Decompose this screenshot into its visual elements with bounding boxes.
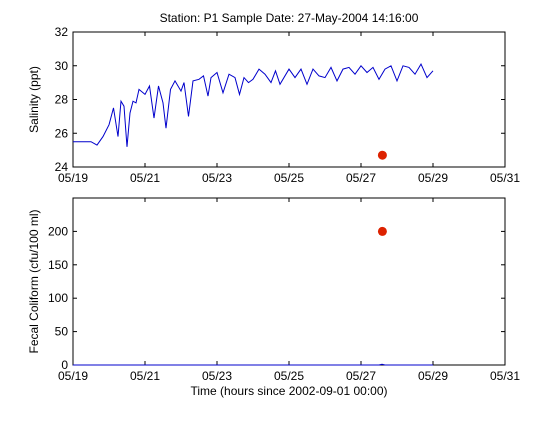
time-x-axis-label: Time (hours since 2002-09-01 00:00) (191, 384, 388, 398)
salinity-sample-points (377, 150, 387, 160)
salinity-x-tick-label: 05/27 (346, 171, 376, 185)
fecal-coliform-x-ticks: 05/19 05/21 05/23 05/25 05/27 05/29 05/31 (58, 198, 520, 383)
fecal-coliform-series-line (73, 363, 433, 366)
chart-title: Station: P1 Sample Date: 27-May-2004 14:… (160, 11, 419, 25)
fecal-coliform-x-tick-label: 05/29 (418, 369, 448, 383)
fecal-coliform-sample-points (377, 226, 387, 236)
fecal-coliform-y-tick-label: 100 (48, 291, 68, 305)
salinity-plot-frame (72, 31, 506, 168)
fecal-coliform-y-axis-label: Fecal Coliform (cfu/100 ml) (27, 209, 41, 353)
salinity-y-tick-label: 28 (55, 93, 69, 107)
salinity-x-tick-label: 05/19 (58, 171, 88, 185)
salinity-x-tick-label: 05/29 (418, 171, 448, 185)
fecal-coliform-x-tick-label: 05/31 (490, 369, 520, 383)
salinity-x-tick-label: 05/31 (490, 171, 520, 185)
salinity-x-tick-label: 05/25 (274, 171, 304, 185)
fecal-coliform-x-tick-label: 05/23 (202, 369, 232, 383)
salinity-y-ticks: 24 26 28 30 32 (55, 25, 505, 174)
fecal-coliform-x-tick-label: 05/21 (130, 369, 160, 383)
fecal-coliform-y-tick-label: 0 (61, 358, 68, 372)
fecal-coliform-x-tick-label: 05/19 (58, 369, 88, 383)
salinity-y-tick-label: 32 (55, 25, 69, 39)
fecal-coliform-y-tick-label: 150 (48, 258, 68, 272)
salinity-plot: Station: P1 Sample Date: 27-May-2004 14:… (27, 11, 520, 185)
salinity-x-tick-label: 05/21 (130, 171, 160, 185)
fecal-coliform-x-tick-label: 05/27 (346, 369, 376, 383)
salinity-y-tick-label: 26 (55, 126, 69, 140)
fecal-coliform-x-tick-label: 05/25 (274, 369, 304, 383)
fecal-coliform-y-tick-label: 50 (55, 325, 69, 339)
salinity-y-axis-label: Salinity (ppt) (27, 66, 41, 133)
fecal-coliform-y-tick-label: 200 (48, 224, 68, 238)
salinity-y-tick-label: 30 (55, 59, 69, 73)
salinity-series-line (73, 63, 434, 147)
fecal-coliform-plot-frame (72, 197, 506, 366)
fecal-coliform-sample-point (377, 226, 387, 236)
salinity-sample-point (377, 150, 387, 160)
fecal-coliform-y-ticks: 0 50 100 150 200 (48, 224, 505, 372)
salinity-x-ticks: 05/19 05/21 05/23 05/25 05/27 05/29 05/31 (58, 32, 520, 185)
salinity-y-tick-label: 24 (55, 160, 69, 174)
salinity-x-tick-label: 05/23 (202, 171, 232, 185)
